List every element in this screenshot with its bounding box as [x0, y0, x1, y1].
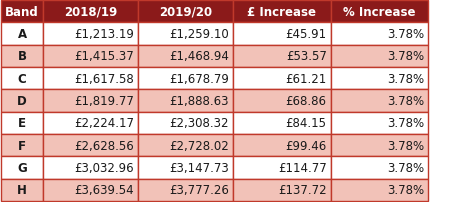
Text: £1,819.77: £1,819.77 — [74, 95, 134, 107]
Bar — [1, 68, 43, 90]
Bar — [233, 23, 331, 45]
Text: £1,213.19: £1,213.19 — [74, 28, 134, 41]
Bar — [1, 179, 43, 201]
Bar — [233, 112, 331, 134]
Text: D: D — [17, 95, 27, 107]
Text: £84.15: £84.15 — [286, 117, 327, 130]
Text: Band: Band — [5, 6, 39, 19]
Bar — [1, 1, 43, 23]
Text: £1,678.79: £1,678.79 — [169, 72, 229, 85]
Bar — [138, 68, 233, 90]
Bar — [331, 23, 428, 45]
Bar — [1, 112, 43, 134]
Bar — [43, 68, 138, 90]
Text: 3.78%: 3.78% — [387, 72, 424, 85]
Bar — [138, 179, 233, 201]
Text: £3,147.73: £3,147.73 — [169, 161, 229, 174]
Bar — [1, 90, 43, 112]
Bar — [233, 157, 331, 179]
Text: £61.21: £61.21 — [285, 72, 327, 85]
Text: £2,728.02: £2,728.02 — [169, 139, 229, 152]
Text: 3.78%: 3.78% — [387, 50, 424, 63]
Bar — [233, 45, 331, 68]
Text: £2,308.32: £2,308.32 — [170, 117, 229, 130]
Text: 3.78%: 3.78% — [387, 183, 424, 196]
Bar — [138, 1, 233, 23]
Text: 2019/20: 2019/20 — [159, 6, 212, 19]
Text: £68.86: £68.86 — [286, 95, 327, 107]
Text: 3.78%: 3.78% — [387, 95, 424, 107]
Bar — [43, 134, 138, 157]
Bar — [331, 68, 428, 90]
Bar — [138, 90, 233, 112]
Bar — [43, 157, 138, 179]
Bar — [138, 23, 233, 45]
Bar — [233, 134, 331, 157]
Bar — [331, 112, 428, 134]
Text: £1,415.37: £1,415.37 — [74, 50, 134, 63]
Text: 2018/19: 2018/19 — [64, 6, 117, 19]
Text: £99.46: £99.46 — [285, 139, 327, 152]
Text: £3,777.26: £3,777.26 — [169, 183, 229, 196]
Text: £1,259.10: £1,259.10 — [169, 28, 229, 41]
Bar — [233, 68, 331, 90]
Bar — [233, 90, 331, 112]
Text: E: E — [18, 117, 26, 130]
Bar — [138, 112, 233, 134]
Text: £2,628.56: £2,628.56 — [74, 139, 134, 152]
Text: £1,468.94: £1,468.94 — [169, 50, 229, 63]
Text: £137.72: £137.72 — [278, 183, 327, 196]
Text: £53.57: £53.57 — [286, 50, 327, 63]
Bar — [233, 1, 331, 23]
Text: C: C — [18, 72, 27, 85]
Bar — [43, 90, 138, 112]
Text: £2,224.17: £2,224.17 — [74, 117, 134, 130]
Bar — [331, 1, 428, 23]
Bar — [1, 134, 43, 157]
Text: £45.91: £45.91 — [286, 28, 327, 41]
Text: £3,032.96: £3,032.96 — [74, 161, 134, 174]
Bar — [43, 112, 138, 134]
Text: 3.78%: 3.78% — [387, 139, 424, 152]
Bar — [1, 157, 43, 179]
Text: 3.78%: 3.78% — [387, 28, 424, 41]
Bar — [331, 157, 428, 179]
Text: F: F — [18, 139, 26, 152]
Bar — [1, 23, 43, 45]
Text: £1,888.63: £1,888.63 — [170, 95, 229, 107]
Text: % Increase: % Increase — [343, 6, 416, 19]
Text: £ Increase: £ Increase — [248, 6, 316, 19]
Text: 3.78%: 3.78% — [387, 117, 424, 130]
Bar — [138, 134, 233, 157]
Text: H: H — [17, 183, 27, 196]
Bar — [331, 179, 428, 201]
Bar — [43, 23, 138, 45]
Text: B: B — [18, 50, 27, 63]
Bar — [138, 45, 233, 68]
Text: £1,617.58: £1,617.58 — [74, 72, 134, 85]
Bar — [331, 90, 428, 112]
Text: G: G — [17, 161, 27, 174]
Bar — [43, 45, 138, 68]
Bar — [43, 179, 138, 201]
Bar — [331, 45, 428, 68]
Bar — [233, 179, 331, 201]
Text: A: A — [18, 28, 27, 41]
Text: £114.77: £114.77 — [278, 161, 327, 174]
Text: £3,639.54: £3,639.54 — [74, 183, 134, 196]
Text: 3.78%: 3.78% — [387, 161, 424, 174]
Bar — [1, 45, 43, 68]
Bar — [43, 1, 138, 23]
Bar — [138, 157, 233, 179]
Bar — [331, 134, 428, 157]
